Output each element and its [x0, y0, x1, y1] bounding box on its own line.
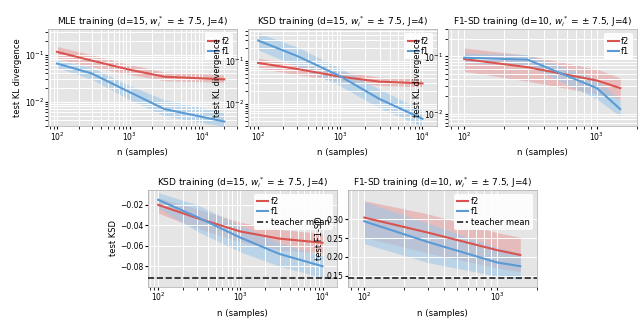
f1 [424, 240, 431, 244]
Line: f1: f1 [258, 40, 422, 119]
f2 [193, 216, 201, 220]
X-axis label: n (samples): n (samples) [217, 309, 268, 318]
Line: f2: f2 [258, 63, 422, 83]
f2 [419, 81, 426, 85]
f1 [516, 264, 524, 268]
Y-axis label: test KL divergence: test KL divergence [413, 38, 422, 117]
Legend: f2, f1, teacher mean: f2, f1, teacher mean [254, 194, 333, 230]
Legend: f2, f1: f2, f1 [404, 33, 433, 59]
f1 [616, 107, 624, 111]
f1 [88, 72, 95, 75]
f2 [460, 57, 468, 61]
f1 [319, 264, 326, 268]
f1 [53, 62, 61, 65]
f2 [360, 216, 368, 220]
f2 [221, 77, 228, 81]
Y-axis label: test KL divergence: test KL divergence [212, 38, 221, 117]
f2 [524, 65, 531, 69]
f1 [360, 219, 368, 223]
f2 [337, 75, 344, 79]
f1 [154, 198, 162, 202]
f1 [460, 56, 468, 60]
f1 [126, 90, 134, 94]
f2 [53, 50, 61, 54]
Line: f2: f2 [158, 205, 323, 243]
f2 [616, 86, 624, 90]
f2 [493, 248, 500, 252]
f1 [161, 107, 168, 111]
teacher mean [95, 276, 103, 280]
Legend: f2, f1: f2, f1 [205, 33, 233, 59]
f2 [593, 78, 601, 82]
Line: f1: f1 [57, 64, 225, 122]
Line: f1: f1 [158, 200, 323, 266]
f2 [376, 80, 383, 84]
f2 [237, 229, 244, 233]
f2 [276, 237, 284, 241]
Title: F1-SD training (d=10, $w_i^*$ = ± 7.5, J=4): F1-SD training (d=10, $w_i^*$ = ± 7.5, J… [452, 14, 632, 29]
Line: f2: f2 [57, 52, 225, 79]
f1 [237, 236, 244, 239]
f2 [319, 241, 326, 245]
Legend: f2, f1: f2, f1 [604, 33, 632, 59]
f2 [154, 203, 162, 207]
f2 [294, 67, 301, 71]
f2 [424, 231, 431, 235]
f2 [516, 253, 524, 257]
Title: KSD training (d=15, $w_i^*$ = ± 7.5, J=4): KSD training (d=15, $w_i^*$ = ± 7.5, J=4… [157, 175, 328, 190]
f1 [524, 58, 531, 62]
X-axis label: n (samples): n (samples) [317, 148, 368, 157]
f2 [126, 68, 134, 72]
Title: KSD training (d=15, $w_i^*$ = ± 7.5, J=4): KSD training (d=15, $w_i^*$ = ± 7.5, J=4… [257, 14, 428, 29]
Y-axis label: test F1-SD: test F1-SD [315, 216, 324, 260]
f1 [193, 215, 201, 219]
f2 [161, 75, 168, 79]
f1 [493, 260, 500, 264]
X-axis label: n (samples): n (samples) [417, 309, 468, 318]
f1 [376, 97, 383, 101]
f1 [419, 117, 426, 121]
f1 [276, 252, 284, 256]
Line: f1: f1 [464, 58, 620, 109]
f2 [88, 59, 95, 63]
Title: F1-SD training (d=10, $w_i^*$ = ± 7.5, J=4): F1-SD training (d=10, $w_i^*$ = ± 7.5, J… [353, 175, 532, 190]
f1 [254, 39, 262, 42]
f1 [294, 54, 301, 58]
X-axis label: n (samples): n (samples) [117, 148, 168, 157]
f1 [221, 120, 228, 123]
Line: f2: f2 [464, 59, 620, 88]
Line: f1: f1 [364, 221, 520, 266]
f2 [254, 61, 262, 65]
Y-axis label: test KL divergence: test KL divergence [13, 38, 22, 117]
Line: f2: f2 [364, 218, 520, 255]
X-axis label: n (samples): n (samples) [517, 148, 568, 157]
Y-axis label: test KSD: test KSD [109, 220, 118, 256]
Title: MLE training (d=15, $w_i^*$ = ± 7.5, J=4): MLE training (d=15, $w_i^*$ = ± 7.5, J=4… [57, 14, 228, 29]
Legend: f2, f1, teacher mean: f2, f1, teacher mean [454, 194, 532, 230]
f1 [593, 86, 601, 90]
f1 [337, 74, 344, 78]
